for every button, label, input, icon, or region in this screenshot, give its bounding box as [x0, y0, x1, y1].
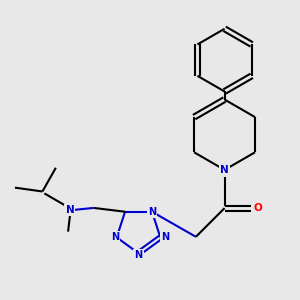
Text: N: N	[220, 165, 229, 175]
Text: N: N	[134, 250, 142, 260]
Text: N: N	[111, 232, 119, 242]
Text: N: N	[66, 205, 74, 215]
Text: O: O	[254, 203, 262, 213]
Text: N: N	[161, 232, 169, 242]
Text: N: N	[148, 207, 156, 217]
